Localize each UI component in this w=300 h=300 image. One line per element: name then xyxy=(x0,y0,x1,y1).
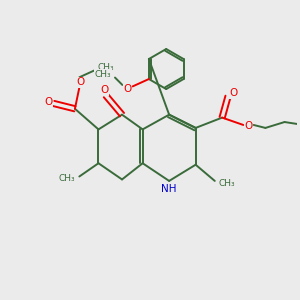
Text: O: O xyxy=(244,122,253,131)
Text: CH₃: CH₃ xyxy=(94,70,111,79)
Text: CH₃: CH₃ xyxy=(98,63,114,72)
Text: O: O xyxy=(77,77,85,87)
Text: O: O xyxy=(229,88,238,98)
Text: O: O xyxy=(123,84,131,94)
Text: CH₃: CH₃ xyxy=(219,179,236,188)
Text: NH: NH xyxy=(161,184,177,194)
Text: O: O xyxy=(44,97,52,107)
Text: CH₃: CH₃ xyxy=(59,174,75,183)
Text: O: O xyxy=(100,85,109,95)
